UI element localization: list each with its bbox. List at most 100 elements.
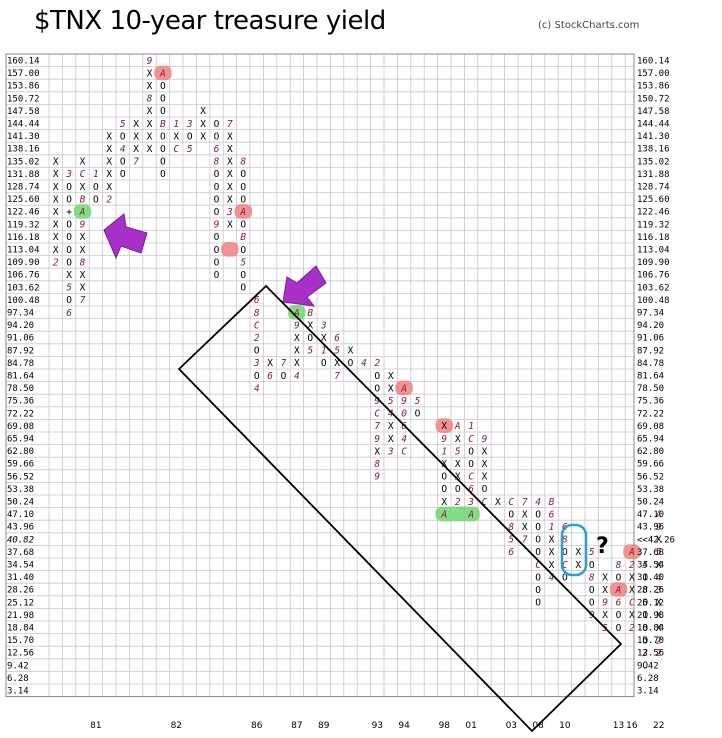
y-axis-left: 160.14 157.00 153.86 150.72 147.58 144.44 141.… [7,57,40,697]
pnf-o-mark: O [214,245,220,256]
pnf-x-mark: X [53,207,59,218]
pnf-o-mark: O [214,131,220,142]
pnf-month-mark: 5 [307,346,313,357]
pnf-x-mark: X [441,459,447,470]
pnf-o-mark: O [93,182,99,193]
pnf-month-mark: 8 [562,535,568,546]
y-tick-label: 62.80 [637,447,664,457]
pnf-o-mark: O [240,182,246,193]
pnf-month-mark: 7 [334,371,340,382]
pnf-month-mark: A [239,207,246,218]
pnf-x-mark: X [80,232,86,243]
pnf-o-mark: O [214,257,220,268]
x-tick-label: 93 [372,721,383,731]
y-tick-label: 40.82 [7,535,34,545]
pnf-o-mark: O [240,169,246,180]
pnf-o-mark: O [562,547,568,558]
pnf-month-mark: C [468,434,474,445]
pnf-x-mark: X [147,68,153,79]
y-tick-label: 81.64 [7,372,34,382]
y-tick-label: 100.48 [7,296,40,306]
pnf-month-mark: A [655,509,662,520]
pnf-o-mark: O [214,194,220,205]
pnf-x-mark: X [455,472,461,483]
pnf-o-mark: O [589,585,595,596]
pnf-x-mark: X [53,169,59,180]
price-marker-label: <<42.26 [637,535,675,545]
pnf-x-mark: X [348,346,354,357]
pnf-o-mark: O [589,560,595,571]
pnf-x-mark: X [80,157,86,168]
pnf-x-mark: X [227,194,233,205]
y-tick-label: 50.24 [637,498,664,508]
pnf-month-mark: 2 [53,257,59,268]
y-tick-label: 78.50 [637,384,664,394]
y-tick-label: 65.94 [637,435,664,445]
pnf-month-mark: 8 [508,522,514,533]
pnf-month-mark: B [240,232,246,243]
pnf-month-mark: 9 [374,472,380,483]
callout-ring [560,523,588,577]
pnf-month-mark: 6 [508,547,514,558]
pnf-x-mark: X [656,598,662,609]
pnf-month-mark: 2 [656,648,662,659]
pnf-x-mark: X [80,270,86,281]
pnf-month-mark: A [467,509,474,520]
pnf-month-mark: 9 [656,522,662,533]
pnf-x-mark: X [656,560,662,571]
pnf-month-mark: 6 [616,598,622,609]
pnf-month-mark: B [549,497,555,508]
pnf-month-mark: 9 [482,434,488,445]
pnf-x-mark: X [549,547,555,558]
pnf-x-mark: X [53,194,59,205]
highlight-box [435,506,480,522]
pnf-month-mark: 5 [120,119,126,130]
y-tick-label: 15.70 [637,636,664,646]
pnf-x-mark: X [602,585,608,596]
pnf-o-mark: O [187,131,193,142]
pnf-o-mark: O [240,270,246,281]
pnf-o-mark: O [415,409,421,420]
pnf-month-mark: 9 [441,434,447,445]
pnf-month-mark: 7 [374,421,380,432]
pnf-month-mark: 9 [374,434,380,445]
y-tick-label: 37.68 [637,548,664,558]
pnf-x-mark: X [200,119,206,130]
question-mark: ? [596,534,609,559]
pnf-o-mark: O [642,623,648,634]
pnf-month-mark: 7 [227,119,233,130]
pnf-o-mark: O [441,484,447,495]
pnf-o-mark: O [160,169,166,180]
pnf-o-mark: O [468,459,474,470]
pnf-o-mark: O [66,220,72,231]
pnf-month-mark: 3 [253,358,260,369]
y-tick-label: 62.80 [7,447,34,457]
x-tick-label: 16 [626,721,638,731]
pnf-o-mark: O [160,157,166,168]
pnf-o-mark: O [535,598,541,609]
grid-frame [5,53,635,698]
highlight-box [234,204,252,219]
pnf-o-mark: O [160,131,166,142]
pnf-x-mark: X [227,131,233,142]
highlight-box [73,204,92,219]
highlight-box [288,305,306,320]
pnf-o-mark: O [562,572,568,583]
y-tick-label: 25.12 [637,598,664,608]
pnf-x-mark: X [549,560,555,571]
credit-text: (c) StockCharts.com [538,20,640,31]
y-tick-label: 157.00 [637,69,670,79]
pnf-month-mark: C [374,409,380,420]
pnf-month-mark: 5 [508,535,514,546]
y-tick-label: 150.72 [7,94,40,104]
pnf-month-mark: A [159,68,166,79]
pnf-o-mark: O [254,346,260,357]
pnf-o-mark: O [616,572,622,583]
pnf-month-mark: 4 [254,383,260,394]
y-tick-label: 122.46 [637,208,670,218]
y-tick-label: 47.10 [7,510,34,520]
y-tick-label: 3.14 [637,687,659,697]
x-tick-label: 89 [318,721,330,731]
pnf-month-mark: C [254,320,260,331]
annotation-layer: ? [103,213,623,733]
